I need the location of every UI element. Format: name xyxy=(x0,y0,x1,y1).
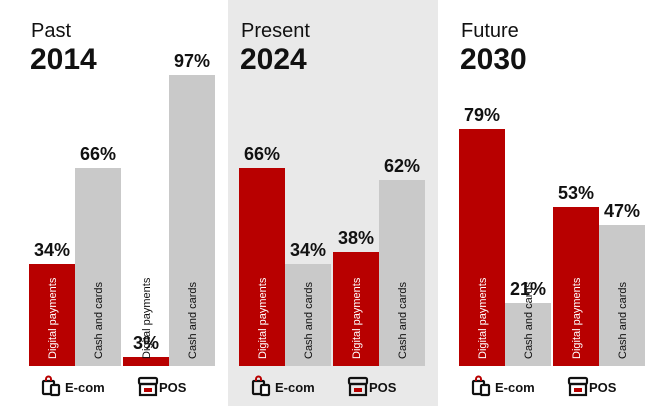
group-e-com: 34% Digital payments 66% Cash and cards E-co… xyxy=(29,144,121,397)
group-label: POS xyxy=(369,380,397,395)
shopping-bag-icon xyxy=(251,375,271,397)
cash-and-cards-bar xyxy=(379,180,425,366)
bar-value-label: 97% xyxy=(174,51,210,71)
group-pos: 3%Digital payments 97% Cash and cards POS xyxy=(123,51,215,397)
panel-year: 2024 xyxy=(240,43,307,76)
bar-series-label: Cash and cards xyxy=(93,281,105,359)
bar-series-label: Digital payments xyxy=(257,277,269,359)
bar-series-label: Digital payments xyxy=(351,277,363,359)
digital-payments-bar xyxy=(29,264,75,366)
digital-payments-bar xyxy=(123,357,169,366)
storefront-icon xyxy=(137,376,159,397)
bag-handle-shape xyxy=(45,375,52,381)
bar-value-label: 21% xyxy=(510,279,546,299)
panel-year: 2014 xyxy=(30,43,97,76)
bar-series-label: Digital payments xyxy=(477,277,489,359)
store-window-shape xyxy=(144,388,152,392)
cash-and-cards-bar xyxy=(75,168,121,366)
store-window-shape xyxy=(354,388,362,392)
storefront-icon xyxy=(347,376,369,397)
group-pos: 53% Digital payments 47% Cash and cards POS xyxy=(553,183,645,397)
group-label: E-com xyxy=(275,380,315,395)
bar-value-label: 66% xyxy=(244,144,280,164)
storefront-icon xyxy=(567,376,589,397)
group-e-com: 66% Digital payments 34% Cash and cards E-co… xyxy=(239,144,331,397)
bar-series-label: Cash and cards xyxy=(617,281,629,359)
panel-year: 2030 xyxy=(460,43,527,76)
digital-payments-bar xyxy=(459,129,505,366)
bar-value-label: 47% xyxy=(604,201,640,221)
group-label: POS xyxy=(589,380,617,395)
bar-value-label: 34% xyxy=(34,240,70,260)
panel-label: Present xyxy=(241,20,310,42)
panel-label: Future xyxy=(461,20,519,42)
bar-series-label: Cash and cards xyxy=(303,281,315,359)
group-label: POS xyxy=(159,380,187,395)
group-e-com: 79% Digital payments 21%Cash and cards E-co… xyxy=(459,105,551,397)
cash-and-cards-bar xyxy=(169,75,215,366)
cash-and-cards-bar xyxy=(505,303,551,366)
store-body-shape xyxy=(138,382,158,397)
bag-card-shape xyxy=(49,383,61,397)
bag-card-shape xyxy=(259,383,271,397)
digital-payments-bar xyxy=(333,252,379,366)
shopping-bag-icon xyxy=(41,375,61,397)
bag-handle-shape xyxy=(255,375,262,381)
bar-series-label: Cash and cards xyxy=(187,281,199,359)
bar-value-label: 62% xyxy=(384,156,420,176)
cash-and-cards-bar xyxy=(285,264,331,366)
bar-value-label: 66% xyxy=(80,144,116,164)
shopping-bag-icon xyxy=(471,375,491,397)
group-label: E-com xyxy=(65,380,105,395)
bar-series-label: Digital payments xyxy=(571,277,583,359)
store-window-shape xyxy=(574,388,582,392)
bar-series-label: Digital payments xyxy=(141,277,153,359)
digital-payments-bar xyxy=(239,168,285,366)
bar-value-label: 3% xyxy=(133,333,159,353)
bar-value-label: 53% xyxy=(558,183,594,203)
bar-value-label: 38% xyxy=(338,228,374,248)
bar-series-label: Cash and cards xyxy=(397,281,409,359)
bar-value-label: 34% xyxy=(290,240,326,260)
store-body-shape xyxy=(568,382,588,397)
panel-label: Past xyxy=(31,20,71,42)
digital-payments-bar xyxy=(553,207,599,366)
bar-series-label: Digital payments xyxy=(47,277,59,359)
group-label: E-com xyxy=(495,380,535,395)
bar-series-label: Cash and cards xyxy=(523,281,535,359)
bar-value-label: 79% xyxy=(464,105,500,125)
group-pos: 38% Digital payments 62% Cash and cards POS xyxy=(333,156,425,397)
bag-handle-shape xyxy=(475,375,482,381)
store-body-shape xyxy=(348,382,368,397)
bag-card-shape xyxy=(479,383,491,397)
cash-and-cards-bar xyxy=(599,225,645,366)
